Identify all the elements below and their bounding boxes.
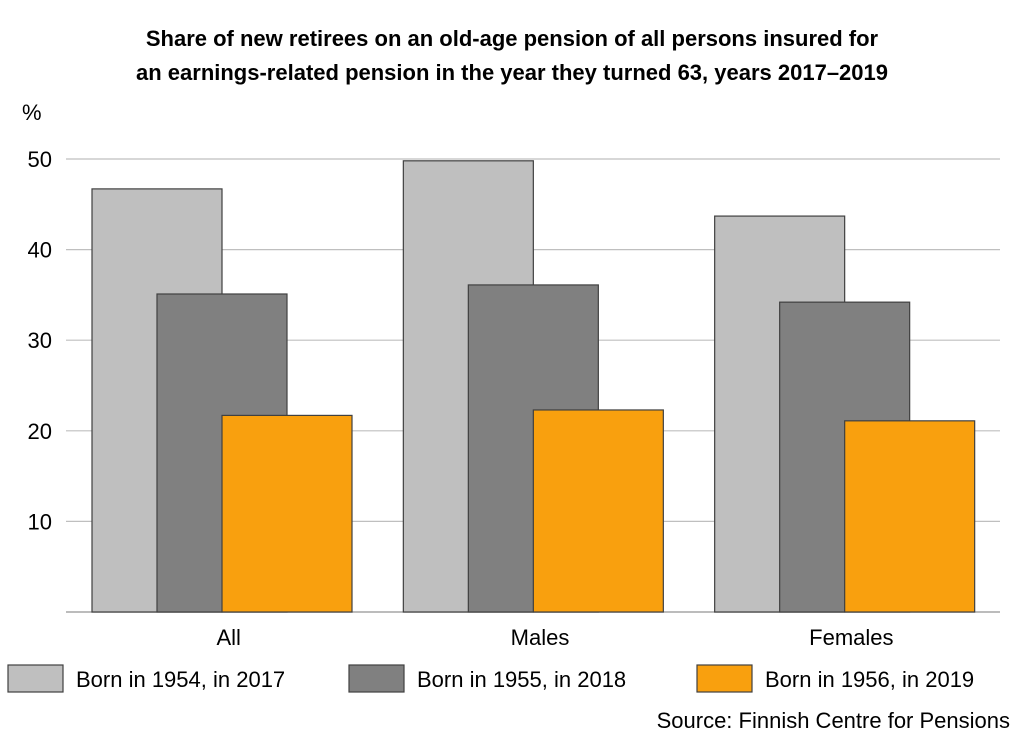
x-category-label: All (216, 625, 240, 650)
chart-title-line-1: Share of new retirees on an old-age pens… (145, 26, 879, 51)
y-tick-label: 40 (28, 238, 52, 263)
bar-males-series-3 (532, 409, 664, 613)
y-tick-label: 10 (28, 509, 52, 534)
legend-swatch (7, 664, 64, 693)
legend-entry-label: Born in 1955, in 2018 (417, 667, 626, 692)
chart-title-line-2: an earnings-related pension in the year … (136, 60, 888, 85)
x-category-label: Females (809, 625, 893, 650)
bar-all-series-3 (221, 414, 353, 613)
legend-swatch (696, 664, 753, 693)
bar-females-series-3 (844, 420, 976, 613)
legend-swatch (348, 664, 405, 693)
legend-entry-label: Born in 1956, in 2019 (765, 667, 974, 692)
y-tick-label: 20 (28, 419, 52, 444)
x-category-label: Males (511, 625, 570, 650)
legend-entry-label: Born in 1954, in 2017 (76, 667, 285, 692)
y-tick-label: 50 (28, 147, 52, 172)
y-axis-unit-label: % (22, 100, 42, 125)
y-tick-label: 30 (28, 328, 52, 353)
source-note: Source: Finnish Centre for Pensions (656, 708, 1010, 733)
